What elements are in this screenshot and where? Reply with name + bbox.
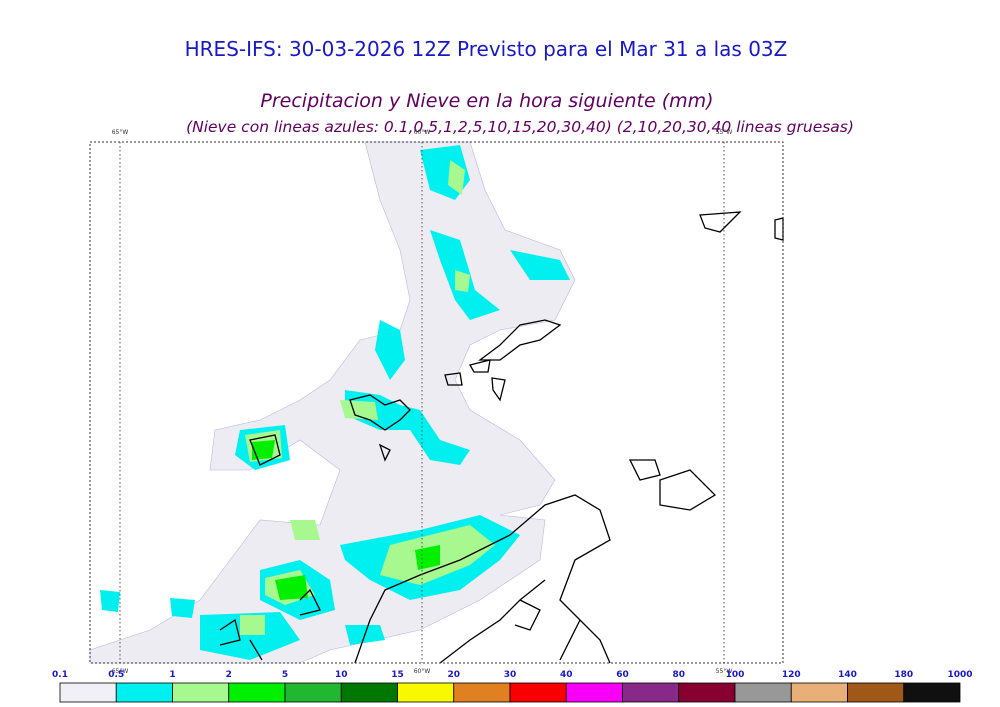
colorbar-label: 20 <box>447 670 460 680</box>
colorbar-box <box>509 682 567 703</box>
longitude-label: 60°W <box>414 129 431 136</box>
precip-green-light <box>240 160 495 635</box>
colorbar-label: 120 <box>782 670 801 680</box>
colorbar-label: 60 <box>616 670 629 680</box>
colorbar-box <box>622 682 680 703</box>
colorbar-label: 40 <box>560 670 573 680</box>
colorbar-box <box>228 682 286 703</box>
longitude-label: 65°W <box>112 668 129 675</box>
colorbar-label: 140 <box>838 670 857 680</box>
note: (Nieve con lineas azules: 0.1,0.5,1,2,5,… <box>186 118 854 136</box>
colorbar-box <box>340 682 398 703</box>
colorbar-label: 80 <box>672 670 685 680</box>
longitude-label: 60°W <box>414 668 431 675</box>
colorbar-box <box>172 682 230 703</box>
colorbar-label: 0.5 <box>108 670 124 680</box>
colorbar: 0.1 0.5 1 2 5 10 15 20 30 40 60 80 100 120 140 180 1000 <box>52 670 973 703</box>
colorbar-box <box>678 682 736 703</box>
colorbar-box <box>284 682 342 703</box>
colorbar-label: 5 <box>282 670 288 680</box>
colorbar-box <box>115 682 173 703</box>
colorbar-label: 100 <box>726 670 745 680</box>
colorbar-box <box>453 682 511 703</box>
colorbar-label: 1000 <box>947 670 972 680</box>
colorbar-label: 15 <box>391 670 404 680</box>
longitude-label: 55°W <box>716 129 733 136</box>
colorbar-box <box>734 682 792 703</box>
longitude-label: 55°W <box>716 668 733 675</box>
precip-green <box>252 440 440 600</box>
colorbar-box <box>397 682 455 703</box>
map-frame <box>89 141 784 664</box>
colorbar-box <box>903 682 961 703</box>
colorbar-label: 1 <box>169 670 175 680</box>
subtitle: Precipitacion y Nieve en la hora siguien… <box>260 90 713 112</box>
colorbar-box <box>59 682 117 703</box>
colorbar-box <box>847 682 905 703</box>
colorbar-label: 0.1 <box>52 670 68 680</box>
coastline <box>219 211 784 664</box>
colorbar-label: 10 <box>335 670 348 680</box>
longitude-label: 65°W <box>112 129 129 136</box>
colorbar-label: 180 <box>894 670 913 680</box>
colorbar-box <box>790 682 848 703</box>
title: HRES-IFS: 30-03-2026 12Z Previsto para e… <box>185 37 788 61</box>
colorbar-label: 2 <box>226 670 232 680</box>
colorbar-box <box>565 682 623 703</box>
colorbar-label: 30 <box>504 670 517 680</box>
map: 65°W 60°W 55°W 65°W 60°W 55°W <box>89 129 784 675</box>
